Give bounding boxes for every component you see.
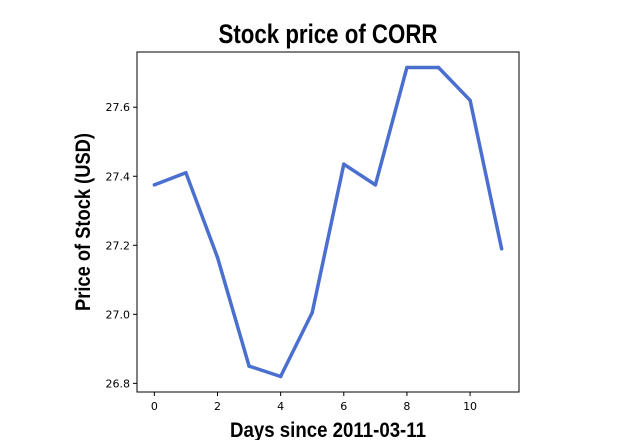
x-tick-label: 0	[151, 400, 158, 413]
data-point	[436, 65, 441, 70]
y-tick-label: 26.8	[106, 377, 131, 390]
plot-area-frame	[136, 51, 520, 393]
y-tick-label: 27.4	[106, 170, 131, 183]
x-tick-label: 10	[463, 400, 477, 413]
data-point	[247, 364, 251, 368]
y-tick-label: 27.6	[106, 101, 131, 114]
data-point	[310, 310, 314, 315]
x-tick-label: 2	[214, 400, 221, 413]
y-axis: 26.8 27.0 27.2 27.4 27.6	[106, 101, 137, 390]
data-point	[373, 183, 378, 187]
data-point	[342, 162, 346, 166]
data-point	[278, 374, 283, 379]
series-points	[152, 65, 504, 379]
data-point	[499, 247, 504, 251]
x-tick-label: 4	[277, 400, 284, 413]
series-line	[153, 65, 504, 379]
y-tick-label: 27.2	[106, 239, 131, 252]
x-tick-label: 6	[340, 400, 347, 413]
chart-title: Stock price of CORR	[219, 19, 438, 49]
data-point	[405, 65, 409, 70]
x-axis: 0 2 4 6 8 10	[151, 392, 477, 413]
y-tick-label: 27.0	[106, 308, 131, 321]
data-point	[184, 171, 188, 175]
y-axis-label: Price of Stock (USD)	[72, 133, 95, 311]
x-tick-label: 8	[403, 400, 410, 413]
data-point	[152, 183, 157, 187]
data-point	[468, 98, 472, 103]
x-axis-label: Days since 2011-03-11	[230, 419, 426, 440]
data-point	[215, 255, 220, 260]
